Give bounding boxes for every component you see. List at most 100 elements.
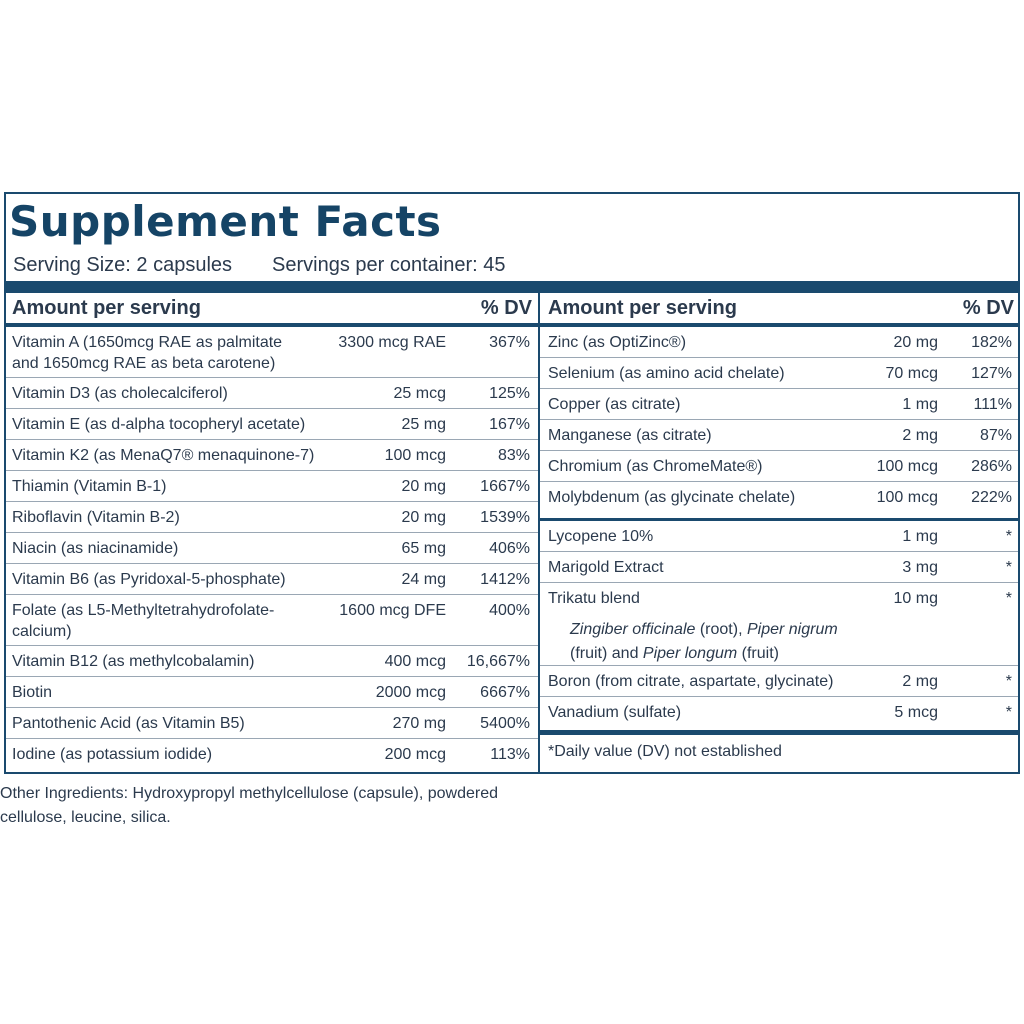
nutrient-dv: 6667%	[480, 684, 530, 701]
nutrient-name: Vitamin E (as d-alpha tocopheryl acetate…	[12, 416, 306, 433]
nutrient-dv: 1539%	[480, 509, 530, 526]
nutrient-dv: 16,667%	[466, 653, 530, 670]
nutrient-row: Vitamin K2 (as MenaQ7® menaquinone-7) 10…	[6, 440, 538, 471]
page-title: Supplement Facts	[9, 197, 442, 246]
nutrient-dv: 406%	[489, 540, 530, 557]
nutrient-amount: 2000 mcg	[375, 684, 446, 701]
nutrient-dv: 167%	[489, 416, 530, 433]
nutrient-name: Vitamin B6 (as Pyridoxal-5-phosphate)	[12, 571, 286, 588]
nutrient-name: Biotin	[12, 684, 53, 701]
nutrient-row: Vitamin E (as d-alpha tocopheryl acetate…	[6, 409, 538, 440]
nutrient-name: Vitamin K2 (as MenaQ7® menaquinone-7)	[12, 447, 315, 464]
ingredient-row: Marigold Extract 3 mg *	[540, 552, 1018, 583]
servings-per-container: Servings per container: 45	[272, 254, 506, 276]
serving-info: Serving Size: 2 capsules Servings per con…	[13, 252, 505, 278]
nutrient-name: Vitamin B12 (as methylcobalamin)	[12, 653, 255, 670]
ingredient-name: Lycopene 10%	[548, 528, 654, 545]
nutrient-amount: 400 mcg	[384, 653, 446, 670]
nutrient-name: Riboflavin (Vitamin B-2)	[12, 509, 180, 526]
nutrient-amount: 200 mcg	[384, 746, 446, 763]
nutrient-name: Niacin (as niacinamide)	[12, 540, 179, 557]
nutrient-row: Biotin 2000 mcg 6667%	[6, 677, 538, 708]
other-ingredients: Other Ingredients: Hydroxypropyl methylc…	[0, 785, 499, 826]
ingredient-dv: *	[1005, 704, 1012, 721]
mineral-name: Chromium (as ChromeMate®)	[548, 458, 763, 475]
mineral-dv: 87%	[979, 427, 1012, 444]
nutrient-amount: 270 mg	[392, 715, 446, 732]
left-column: Amount per serving % DV Vitamin A (1650m…	[6, 293, 538, 770]
mineral-amount: 2 mg	[902, 427, 938, 444]
mineral-row: Manganese (as citrate) 2 mg 87%	[540, 420, 1018, 451]
left-column-header: Amount per serving % DV	[6, 293, 538, 327]
nutrient-amount: 25 mcg	[393, 385, 446, 402]
mineral-amount: 100 mcg	[876, 489, 938, 506]
mineral-row: Copper (as citrate) 1 mg 111%	[540, 389, 1018, 420]
ingredient-dv: *	[1005, 559, 1012, 576]
nutrient-dv: 5400%	[480, 715, 530, 732]
nutrient-dv: 1667%	[480, 478, 530, 495]
nutrient-row: Iodine (as potassium iodide) 200 mcg 113…	[6, 739, 538, 770]
mineral-row: Selenium (as amino acid chelate) 70 mcg …	[540, 358, 1018, 389]
nutrient-row: Vitamin D3 (as cholecalciferol) 25 mcg 1…	[6, 378, 538, 409]
nutrient-amount: 20 mg	[401, 478, 446, 495]
nutrient-amount: 65 mg	[401, 540, 446, 557]
botanical-part: (fruit) and	[570, 645, 643, 662]
botanical-name: Zingiber officinale	[570, 621, 696, 638]
trikatu-sub-ingredients: Zingiber officinale (root), Piper nigrum…	[540, 614, 1018, 666]
right-column: Amount per serving % DV Zinc (as OptiZin…	[540, 293, 1018, 761]
dv-header: % DV	[962, 297, 1014, 319]
right-column-header: Amount per serving % DV	[540, 293, 1018, 327]
ingredient-row: Lycopene 10% 1 mg *	[540, 521, 1018, 552]
nutrient-row: Niacin (as niacinamide) 65 mg 406%	[6, 533, 538, 564]
supplement-facts-panel	[4, 192, 1020, 774]
nutrient-row: Pantothenic Acid (as Vitamin B5) 270 mg …	[6, 708, 538, 739]
mineral-name: Manganese (as citrate)	[548, 427, 712, 444]
botanical-name: Piper longum	[642, 645, 738, 662]
mineral-name: Molybdenum (as glycinate chelate)	[548, 489, 796, 506]
mineral-row: Zinc (as OptiZinc®) 20 mg 182%	[540, 327, 1018, 358]
mineral-row: Molybdenum (as glycinate chelate) 100 mc…	[540, 482, 1018, 513]
nutrient-name: Pantothenic Acid (as Vitamin B5)	[12, 715, 245, 732]
nutrient-name: Vitamin D3 (as cholecalciferol)	[12, 385, 228, 402]
ingredient-amount: 10 mg	[893, 590, 938, 607]
mineral-dv: 111%	[973, 396, 1012, 413]
ingredient-row: Vanadium (sulfate) 5 mcg *	[540, 697, 1018, 728]
footnote-divider	[540, 730, 1018, 735]
mineral-amount: 1 mg	[902, 396, 938, 413]
botanical-part: (fruit)	[737, 645, 779, 662]
ingredient-dv: *	[1005, 528, 1012, 545]
nutrient-row: Vitamin B6 (as Pyridoxal-5-phosphate) 24…	[6, 564, 538, 595]
section-divider	[540, 513, 1018, 521]
dv-header: % DV	[480, 297, 532, 319]
ingredient-amount: 3 mg	[902, 559, 938, 576]
ingredient-name: Vanadium (sulfate)	[548, 704, 682, 721]
footnote: *Daily value (DV) not established	[548, 743, 782, 760]
ingredient-name: Trikatu blend	[548, 590, 640, 607]
column-divider	[538, 293, 540, 774]
nutrient-name: Folate (as L5-Methyltetrahydrofolate-cal…	[12, 602, 275, 640]
nutrient-row: Riboflavin (Vitamin B-2) 20 mg 1539%	[6, 502, 538, 533]
nutrient-amount: 24 mg	[401, 571, 446, 588]
ingredient-name: Marigold Extract	[548, 559, 664, 576]
nutrient-dv: 1412%	[480, 571, 530, 588]
mineral-dv: 222%	[971, 489, 1012, 506]
ingredient-amount: 2 mg	[902, 673, 938, 690]
nutrient-amount: 25 mg	[401, 416, 446, 433]
mineral-row: Chromium (as ChromeMate®) 100 mcg 286%	[540, 451, 1018, 482]
amount-header: Amount per serving	[548, 297, 737, 319]
nutrient-dv: 113%	[490, 746, 530, 763]
ingredient-amount: 5 mcg	[894, 704, 938, 721]
nutrient-amount: 3300 mcg RAE	[338, 334, 446, 351]
nutrient-amount: 20 mg	[401, 509, 446, 526]
mineral-amount: 70 mcg	[885, 365, 938, 382]
mineral-dv: 286%	[971, 458, 1012, 475]
mineral-dv: 182%	[971, 334, 1012, 351]
nutrient-row: Vitamin A (1650mcg RAE as palmitate and …	[6, 327, 538, 378]
botanical-part: (root),	[695, 621, 747, 638]
ingredient-dv: *	[1005, 673, 1012, 690]
ingredient-row: Boron (from citrate, aspartate, glycinat…	[540, 666, 1018, 697]
mineral-name: Selenium (as amino acid chelate)	[548, 365, 785, 382]
header-divider	[4, 281, 1020, 293]
nutrient-dv: 367%	[489, 334, 530, 351]
nutrient-name: Vitamin A (1650mcg RAE as palmitate and …	[12, 334, 283, 372]
